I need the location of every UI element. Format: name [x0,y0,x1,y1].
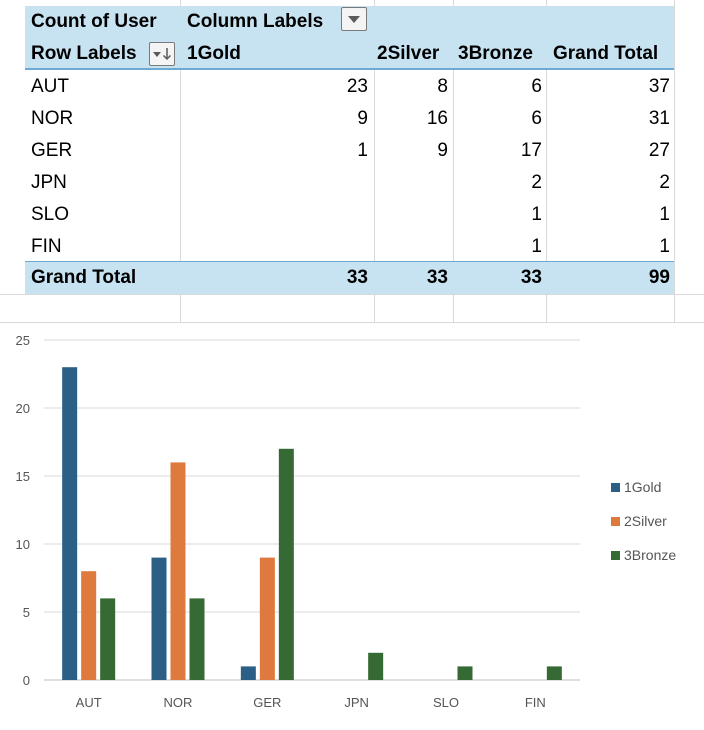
pivot-column-header[interactable]: Grand Total [553,43,659,64]
pivot-row-label[interactable]: FIN [31,236,62,257]
pivot-cell-total[interactable]: 2 [659,172,670,193]
pivot-cell-bronze[interactable]: 17 [520,140,542,161]
pivot-row-labels-header[interactable]: Row Labels [31,43,137,64]
x-tick-label: SLO [433,695,459,710]
y-tick-label: 10 [16,537,30,552]
grand-total-silver[interactable]: 33 [426,267,448,288]
column-labels-filter-button[interactable] [341,7,367,31]
pivot-cell-bronze[interactable]: 6 [531,108,542,129]
x-tick-label: GER [253,695,281,710]
legend-swatch [611,551,620,560]
bar-1Gold-NOR[interactable] [151,557,167,680]
y-tick-label: 0 [23,673,30,688]
sheet-gridline [674,0,675,322]
grand-total-label[interactable]: Grand Total [31,267,137,288]
legend-swatch [611,517,620,526]
bar-2Silver-AUT[interactable] [81,571,97,680]
legend-swatch [611,483,620,492]
pivot-header-rule [25,68,674,70]
bar-1Gold-AUT[interactable] [62,367,78,680]
sheet-gridline [546,0,547,322]
pivot-cell-silver[interactable]: 9 [437,140,448,161]
x-tick-label: JPN [344,695,369,710]
pivot-row-label[interactable]: AUT [31,76,69,97]
bar-3Bronze-AUT[interactable] [100,598,116,680]
pivot-cell-gold[interactable]: 9 [357,108,368,129]
grand-total-gold[interactable]: 33 [346,267,368,288]
bar-2Silver-NOR[interactable] [170,462,186,680]
legend-label: 1Gold [624,479,661,495]
sheet-gridline [0,294,704,295]
y-tick-label: 15 [16,469,30,484]
x-tick-label: NOR [164,695,193,710]
x-tick-label: FIN [525,695,546,710]
pivot-row-label[interactable]: NOR [31,108,74,129]
pivot-cell-bronze[interactable]: 1 [531,236,542,257]
bar-1Gold-GER[interactable] [240,666,256,680]
pivot-column-labels-header[interactable]: Column Labels [187,11,324,32]
grand-total-all[interactable]: 99 [648,267,670,288]
bar-3Bronze-SLO[interactable] [457,666,473,680]
pivot-column-header[interactable]: 1Gold [187,43,241,64]
pivot-row-label[interactable]: JPN [31,172,67,193]
y-tick-label: 20 [16,401,30,416]
y-tick-label: 5 [23,605,30,620]
sheet-gridline [453,0,454,322]
pivot-cell-total[interactable]: 1 [659,236,670,257]
pivot-row-label[interactable]: GER [31,140,73,161]
pivot-cell-bronze[interactable]: 1 [531,204,542,225]
pivot-cell-gold[interactable]: 1 [357,140,368,161]
pivot-total-rule [25,261,674,262]
filter-dropdown-icon [348,16,360,23]
pivot-cell-total[interactable]: 1 [659,204,670,225]
pivot-column-header[interactable]: 3Bronze [458,43,533,64]
bar-3Bronze-GER[interactable] [278,448,294,680]
legend-label: 2Silver [624,513,667,529]
pivot-cell-silver[interactable]: 8 [437,76,448,97]
pivot-cell-silver[interactable]: 16 [426,108,448,129]
pivot-cell-total[interactable]: 31 [648,108,670,129]
pivot-cell-bronze[interactable]: 6 [531,76,542,97]
pivot-column-header[interactable]: 2Silver [377,43,440,64]
bar-2Silver-GER[interactable] [259,557,275,680]
x-tick-label: AUT [76,695,102,710]
pivot-value-field-label[interactable]: Count of User [31,11,157,32]
pivot-row-label[interactable]: SLO [31,204,70,225]
legend-label: 3Bronze [624,547,676,563]
bar-3Bronze-JPN[interactable] [368,652,384,680]
bar-3Bronze-FIN[interactable] [546,666,562,680]
pivot-cell-gold[interactable]: 23 [346,76,368,97]
y-tick-label: 25 [16,333,30,348]
pivot-cell-total[interactable]: 27 [648,140,670,161]
pivot-cell-bronze[interactable]: 2 [531,172,542,193]
sheet-gridline [374,0,375,322]
sort-filter-icon [153,48,172,61]
bar-3Bronze-NOR[interactable] [189,598,205,680]
pivot-cell-total[interactable]: 37 [648,76,670,97]
pivot-total-band [25,262,674,294]
grand-total-bronze[interactable]: 33 [520,267,542,288]
sheet-gridline [180,0,181,322]
sheet-gridline [0,322,704,323]
row-labels-sort-filter-button[interactable] [149,42,175,66]
